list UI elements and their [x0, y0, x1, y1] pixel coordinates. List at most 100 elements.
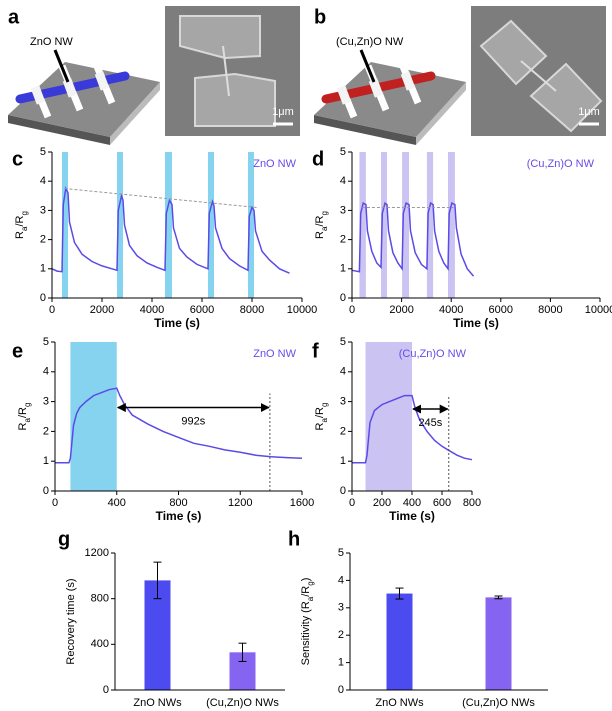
y-tick-label: 400 [91, 638, 109, 650]
y-label-subscript: g [320, 211, 329, 215]
y-tick-label: 4 [340, 175, 346, 187]
response-line [352, 203, 474, 276]
y-tick-label: 2 [43, 425, 49, 437]
bar [387, 594, 413, 690]
x-tick-label: 4000 [140, 304, 164, 316]
electrode-pad [195, 74, 275, 126]
x-axis-label: Time (s) [156, 509, 202, 523]
x-tick-label: 0 [349, 497, 355, 509]
exposure-band [70, 342, 116, 491]
y-axis-label: Ra/Rg [314, 403, 329, 431]
y-tick-label: 1200 [85, 547, 109, 559]
panel-label: c [12, 148, 23, 170]
y-tick-label: 0 [338, 684, 344, 696]
y-tick-label: 800 [91, 593, 109, 605]
x-tick-label: 0 [349, 304, 355, 316]
x-tick-label: (Cu,Zn)O NWs [462, 697, 535, 709]
panel-label: f [312, 340, 319, 362]
y-label-text: /R [17, 407, 29, 418]
x-tick-label: 0 [52, 497, 58, 509]
y-tick-label: 5 [43, 336, 49, 348]
x-tick-label: 2000 [389, 304, 413, 316]
x-tick-label: (Cu,Zn)O NWs [206, 697, 279, 709]
y-tick-label: 0 [340, 485, 346, 497]
x-tick-label: 8000 [240, 304, 264, 316]
y-axis-label: Recovery time (s) [65, 578, 77, 664]
panel-label: h [288, 528, 300, 550]
x-tick-label: 4000 [439, 304, 463, 316]
x-axis-label: Time (s) [453, 316, 499, 330]
y-tick-label: 1 [43, 455, 49, 467]
y-tick-label: 2 [40, 234, 46, 246]
electrode-clamp [405, 73, 411, 89]
y-tick-label: 0 [103, 684, 109, 696]
y-label-text: R [17, 422, 29, 430]
y-axis-label: Ra/Rg [17, 403, 32, 431]
y-tick-label: 5 [338, 547, 344, 559]
electrode-clamp [67, 80, 73, 96]
x-tick-label: 600 [433, 497, 451, 509]
y-label-text: ) [300, 578, 312, 582]
panel-label: b [314, 6, 326, 28]
x-tick-label: 800 [463, 497, 481, 509]
y-label-text: R [314, 422, 326, 430]
curve-annotation: ZnO NW [253, 158, 296, 170]
y-tick-label: 1 [340, 455, 346, 467]
bar [486, 597, 512, 690]
y-tick-label: 4 [40, 175, 46, 187]
y-tick-label: 0 [40, 292, 46, 304]
y-tick-label: 1 [40, 263, 46, 275]
y-label-text: R [314, 231, 326, 239]
trend-line [65, 189, 258, 208]
figure: aZnO NW1μmb(Cu,Zn)O NW1μmc02000400060008… [0, 0, 612, 711]
scale-bar-label: 1μm [272, 106, 294, 118]
panel-label: e [12, 340, 23, 362]
x-tick-label: 800 [169, 497, 187, 509]
y-tick-label: 2 [340, 234, 346, 246]
y-tick-label: 5 [340, 146, 346, 158]
y-label-subscript: g [23, 403, 32, 407]
x-tick-label: 0 [49, 304, 55, 316]
panel-label: g [58, 528, 70, 550]
y-tick-label: 2 [338, 629, 344, 641]
electrode-clamp [373, 80, 379, 96]
y-tick-label: 3 [43, 396, 49, 408]
y-label-text: Recovery time (s) [65, 578, 77, 664]
callout: ZnO NW [30, 36, 73, 48]
callout: (Cu,Zn)O NW [336, 36, 404, 48]
y-axis-label: Ra/Rg [314, 211, 329, 239]
panel-label: a [8, 6, 20, 28]
x-tick-label: 10000 [287, 304, 318, 316]
y-tick-label: 3 [340, 396, 346, 408]
curve-annotation: (Cu,Zn)O NW [527, 158, 595, 170]
y-axis-label: Sensitivity (Ra/Rg) [300, 578, 315, 666]
x-tick-label: 10000 [585, 304, 612, 316]
x-tick-label: ZnO NWs [133, 697, 182, 709]
x-axis-label: Time (s) [389, 509, 435, 523]
panel-label: d [312, 148, 324, 170]
y-tick-label: 4 [338, 574, 344, 586]
y-tick-label: 0 [43, 485, 49, 497]
y-label-text: Sensitivity (R [300, 601, 312, 665]
x-tick-label: 400 [108, 497, 126, 509]
x-tick-label: 200 [373, 497, 391, 509]
x-axis-label: Time (s) [154, 316, 200, 330]
x-tick-label: ZnO NWs [375, 697, 424, 709]
y-tick-label: 1 [340, 263, 346, 275]
scale-bar-label: 1μm [578, 106, 600, 118]
x-tick-label: 2000 [90, 304, 114, 316]
recovery-label: 245s [418, 417, 442, 429]
y-tick-label: 3 [40, 204, 46, 216]
y-tick-label: 5 [340, 336, 346, 348]
y-tick-label: 5 [40, 146, 46, 158]
y-label-text: /R [300, 586, 312, 597]
y-label-subscript: g [320, 403, 329, 407]
y-label-text: /R [14, 215, 26, 226]
electrode-clamp [341, 87, 347, 103]
y-tick-label: 4 [340, 366, 346, 378]
y-tick-label: 0 [340, 292, 346, 304]
x-tick-label: 6000 [190, 304, 214, 316]
x-tick-label: 8000 [538, 304, 562, 316]
recovery-label: 992s [181, 415, 205, 427]
electrode-clamp [35, 87, 41, 103]
